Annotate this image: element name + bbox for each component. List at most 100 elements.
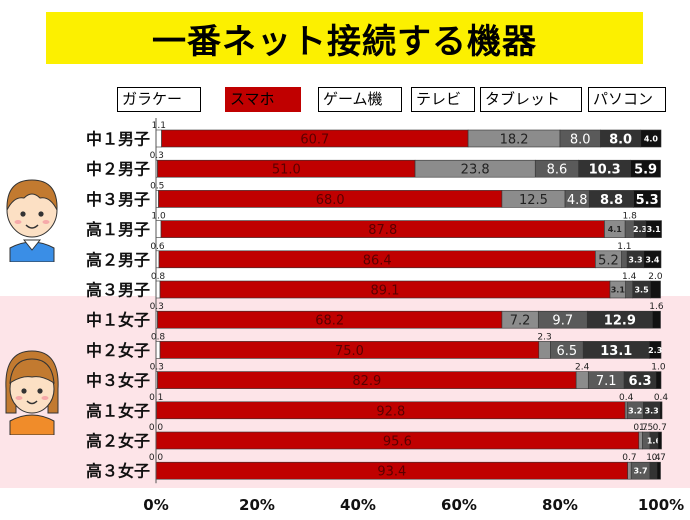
data-label: 51.0 [272,163,301,178]
data-label: 1.8 [623,212,638,222]
data-label: 1.4 [646,453,661,463]
data-label: 23.8 [461,163,490,178]
data-label: 2.0 [648,272,663,282]
data-label: 2.4 [575,363,590,373]
data-label: 13.1 [600,344,632,359]
category-label: 高２女子 [86,432,150,451]
bar-segment [630,159,661,178]
data-label: 7.2 [510,314,531,329]
data-label: 2.3 [648,346,662,355]
x-tick-label: 100% [638,496,684,514]
x-tick-label: 20% [239,496,275,514]
data-label: 0.3 [150,151,164,161]
legend-item-tablet: タブレット [480,87,582,112]
data-label: 0.7 [653,423,667,433]
category-label: 高１女子 [86,401,150,420]
data-label: 0.4 [619,393,634,403]
x-tick-label: 60% [441,496,477,514]
data-label: 95.6 [383,435,412,450]
data-label: 8.6 [547,163,568,178]
bar-segment [627,461,632,480]
chart-title: 一番ネット接続する機器 [46,12,643,64]
x-tick-label: 0% [143,496,168,514]
bar-segment [624,401,628,420]
data-label: 1.6 [649,302,664,312]
legend-item-game-console: ゲーム機 [318,87,402,112]
data-label: 0.3 [150,363,164,373]
data-label: 0.7 [652,453,666,463]
data-label: 6.5 [556,344,577,359]
bar-segment [657,431,662,450]
data-label: 0.8 [151,332,166,342]
data-label: 8.0 [570,133,591,148]
category-label: 高３男子 [86,281,150,300]
data-label: 8.8 [600,193,623,208]
data-label: 3.1 [647,225,662,234]
category-label: 中２女子 [86,341,150,360]
bar-segment [645,220,662,238]
data-label: 8.0 [609,133,632,148]
data-label: 18.2 [500,133,529,148]
bar-segment [659,401,663,420]
bar-segment [155,280,161,299]
data-label: 10.3 [589,163,621,178]
x-tick-label: 80% [542,496,578,514]
data-label: 60.7 [300,133,329,148]
data-label: 3.2 [628,406,642,415]
data-label: 5.2 [598,253,619,268]
data-label: 3.4 [645,255,660,264]
data-label: 68.0 [316,193,345,208]
bar-segment [649,461,658,480]
category-label: 中２男子 [86,160,150,179]
data-label: 0.7 [633,423,647,433]
category-label: 高１男子 [86,220,150,239]
data-label: 4.8 [567,193,588,208]
data-label: 4.1 [608,225,623,234]
bar-segment [155,341,161,359]
data-label: 0.4 [654,393,669,403]
data-label: 3.5 [634,286,649,295]
bar-segment [575,371,589,389]
data-label: 87.8 [368,223,397,238]
bar-segment [625,280,634,299]
data-label: 5.9 [634,163,657,178]
category-label: 中３男子 [86,190,150,209]
bar-segment [656,461,661,480]
data-label: 0.3 [150,302,164,312]
girl-illustration [5,350,59,435]
data-label: 0.6 [150,242,165,252]
data-label: 3.3 [628,255,642,264]
x-tick-label: 40% [340,496,376,514]
data-label: 0.8 [151,272,166,282]
data-label: 3.3 [645,406,659,415]
legend-item-tv: テレビ [411,87,475,112]
category-label: 中３女子 [86,371,150,390]
data-label: 93.4 [377,465,406,480]
legend-item-feature-phone: ガラケー [117,87,201,112]
bar-segment [643,250,662,269]
data-label: 2.3 [633,225,647,234]
category-label: 高２男子 [86,250,150,269]
data-label: 0.7 [622,453,636,463]
legend-item-smartphone: スマホ [225,87,301,112]
data-label: 5.3 [636,193,659,208]
data-label: 1.1 [152,121,166,131]
data-label: 3.7 [633,467,647,476]
data-label: 1.4 [622,272,637,282]
bar-segment [155,220,162,238]
data-label: 12.5 [519,193,548,208]
category-label: 中１女子 [86,311,150,330]
bar-segment [155,129,162,148]
bar-segment [638,431,643,450]
data-label: 75.0 [335,344,364,359]
data-label: 0.5 [150,181,164,191]
category-label: 高３女子 [86,462,150,481]
bar-segment [621,250,628,269]
bar-segment [640,129,662,148]
data-label: 68.2 [315,314,344,329]
data-label: 6.3 [629,374,652,389]
data-label: 9.7 [552,314,573,329]
data-label: 82.9 [352,374,381,389]
data-label: 1.0 [651,363,666,373]
data-label: 3.1 [611,286,626,295]
